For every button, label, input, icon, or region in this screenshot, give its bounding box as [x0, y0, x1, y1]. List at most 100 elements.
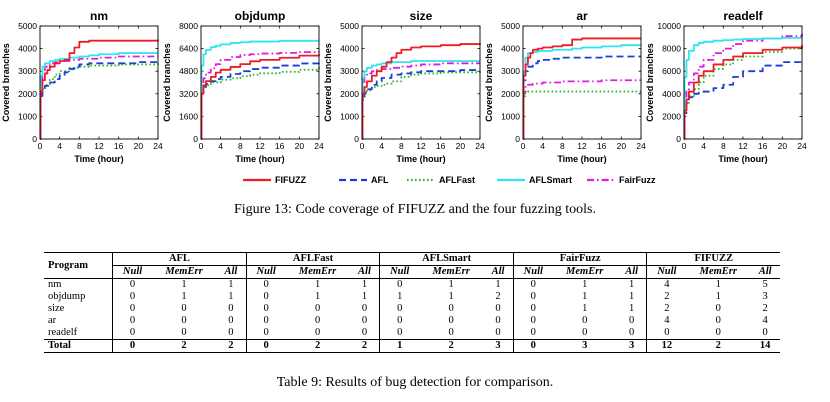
value-cell: 1	[181, 279, 187, 290]
x-tick-label: 0	[682, 141, 687, 151]
series-line-AFLSmart	[683, 36, 803, 140]
x-axis-label: Time (hour)	[74, 154, 123, 164]
value-cell: 3	[483, 339, 514, 353]
x-tick-label: 4	[540, 141, 545, 151]
x-tick-label: 4	[701, 141, 706, 151]
value-cell: 0	[314, 327, 321, 338]
y-tick-label: 4800	[179, 66, 198, 76]
value-cell: 1	[181, 291, 187, 302]
value-cell: 3	[552, 339, 617, 353]
x-axis-label: Time (hour)	[396, 154, 445, 164]
value-cell: 1	[629, 291, 635, 302]
table-total-row: Total 0 2 2 0 2 2 1 2 3 0 3 3 12 2 14	[44, 339, 780, 353]
chart-panel-readelf: readelf Covered branches Time (hour) 0 4 8 12 1…	[645, 9, 807, 164]
chart-title: readelf	[723, 9, 763, 23]
y-tick-label: 6000	[662, 66, 681, 76]
value-cell: 0	[495, 327, 501, 338]
tool-header: FairFuzz	[512, 252, 647, 266]
value-cell: 1	[629, 303, 635, 314]
value-cell: 0	[228, 327, 234, 338]
series-line-FairFuzz	[361, 62, 480, 140]
y-tick-label: 0	[354, 134, 359, 144]
series-line-AFL	[39, 61, 158, 140]
value-cell: 2	[762, 303, 768, 314]
table-row: nm 0 1 1 0 1 1 0 1 1 0 1 1 4 1 5	[44, 278, 780, 291]
table-row: size 0 0 0 0 0 0 0 0 0 0 1 1 2 0 2	[44, 303, 780, 315]
chart-title: nm	[90, 9, 108, 23]
series-line-AFL	[522, 55, 641, 140]
y-axis-label: Covered branches	[1, 43, 11, 122]
y-tick-label: 5000	[18, 21, 37, 31]
y-tick-label: 2000	[501, 89, 520, 99]
subheader-cell: All	[216, 265, 247, 279]
plot-frame	[39, 25, 159, 140]
program-cell: Total	[44, 339, 113, 353]
value-cell: 0	[512, 303, 553, 315]
x-tick-label: 16	[597, 141, 607, 151]
value-cell: 0	[245, 327, 286, 340]
value-cell: 1	[629, 279, 635, 290]
tool-header: AFLFast	[245, 252, 380, 266]
x-axis-label: Time (hour)	[235, 154, 284, 164]
x-axis-label: Time (hour)	[718, 154, 767, 164]
value-cell: 1	[582, 279, 588, 290]
value-cell: 0	[314, 303, 321, 314]
series-line-AFLSmart	[522, 44, 641, 140]
subheader-cell: All	[483, 265, 514, 279]
value-cell: 0	[112, 315, 152, 327]
value-cell: 0	[379, 303, 420, 315]
y-tick-label: 1000	[340, 111, 359, 121]
plot-frame	[361, 25, 481, 140]
value-cell: 2	[285, 339, 350, 353]
program-cell: size	[48, 303, 65, 314]
subheader-cell: Null	[379, 265, 420, 279]
y-axis-label: Covered branches	[645, 43, 655, 122]
y-tick-label: 0	[193, 134, 198, 144]
bug-detection-table: Program AFL AFLFast AFLSmart FairFuzz FI…	[44, 252, 780, 353]
series-line-FIFUZZ	[200, 54, 320, 140]
y-tick-label: 3000	[340, 66, 359, 76]
series-line-AFLFast	[200, 66, 320, 140]
value-cell: 0	[512, 315, 553, 327]
legend-label: AFL	[371, 175, 389, 185]
value-cell: 1	[715, 279, 721, 290]
plot-frame	[522, 25, 642, 140]
subheader-cell: MemErr	[419, 265, 484, 279]
x-tick-label: 20	[617, 141, 627, 151]
x-tick-label: 8	[721, 141, 726, 151]
value-cell: 0	[228, 315, 234, 326]
x-tick-label: 0	[360, 141, 365, 151]
value-cell: 14	[750, 339, 780, 353]
value-cell: 0	[245, 339, 286, 353]
x-tick-label: 24	[475, 141, 485, 151]
y-axis-label: Covered branches	[162, 43, 172, 122]
value-cell: 1	[379, 291, 420, 303]
subheader-cell: Null	[646, 265, 687, 279]
x-tick-label: 0	[521, 141, 526, 151]
table-row: objdump 0 1 1 0 1 1 1 1 2 0 1 1 2 1 3	[44, 291, 780, 303]
y-tick-label: 0	[32, 134, 37, 144]
program-cell: objdump	[48, 291, 86, 302]
value-cell: 1	[495, 279, 501, 290]
table-row: readelf 0 0 0 0 0 0 0 0 0 0 0 0 0 0 0	[44, 327, 780, 340]
value-cell: 0	[379, 278, 420, 291]
value-cell: 1	[448, 279, 454, 290]
subheader-cell: Null	[512, 265, 553, 279]
value-cell: 0	[715, 327, 721, 338]
chart-title: ar	[576, 9, 588, 23]
value-cell: 4	[646, 315, 687, 327]
value-cell: 0	[228, 303, 234, 314]
y-tick-label: 4000	[662, 89, 681, 99]
x-tick-label: 16	[436, 141, 446, 151]
value-cell: 0	[245, 291, 286, 303]
chart-legend: FIFUZZ AFL AFLFast AFLSmart FairFuzz	[243, 175, 656, 185]
table-tool-header-row: Program AFL AFLFast AFLSmart FairFuzz FI…	[44, 252, 780, 279]
value-cell: 0	[495, 315, 501, 326]
value-cell: 12	[646, 339, 687, 353]
y-tick-label: 1000	[18, 111, 37, 121]
value-cell: 1	[361, 279, 368, 290]
series-line-FIFUZZ	[361, 42, 481, 140]
value-cell: 2	[495, 291, 501, 302]
x-tick-label: 0	[38, 141, 43, 151]
table-subheader-row: Null MemErr All Null MemErr All Null MemErr All N…	[44, 265, 780, 279]
